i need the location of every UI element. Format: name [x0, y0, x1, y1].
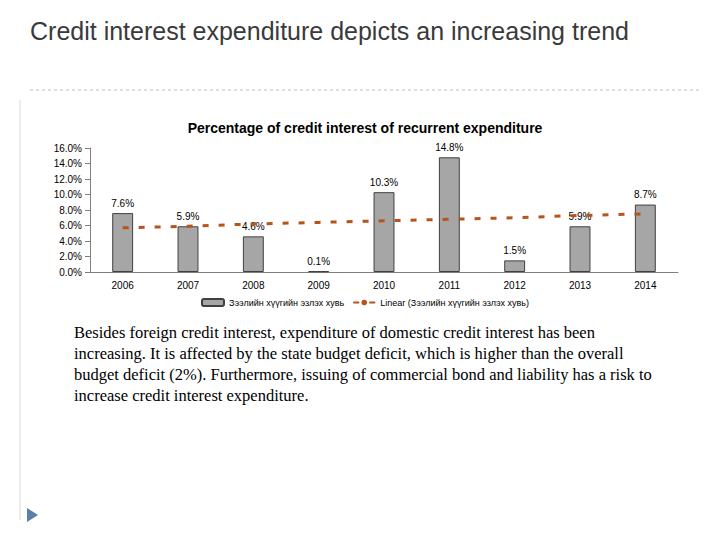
svg-text:10.3%: 10.3% — [370, 177, 398, 188]
svg-text:8.0%: 8.0% — [59, 205, 82, 216]
svg-text:0.0%: 0.0% — [59, 267, 82, 278]
svg-text:2008: 2008 — [242, 280, 265, 291]
svg-text:8.7%: 8.7% — [634, 189, 657, 200]
svg-text:4.6%: 4.6% — [241, 220, 265, 232]
svg-text:2006: 2006 — [112, 280, 135, 291]
svg-text:5.9%: 5.9% — [177, 211, 200, 222]
html-text:Besides foreign credit interes: Besides foreign credit interest, expendi… — [74, 323, 652, 405]
svg-text:2.0%: 2.0% — [59, 251, 82, 262]
svg-text:6.0%: 6.0% — [59, 220, 82, 231]
svg-text:4.0%: 4.0% — [59, 236, 82, 247]
svg-text:2010: 2010 — [373, 280, 396, 291]
svg-text:7.6%: 7.6% — [111, 198, 134, 209]
svg-text:Percentage of credit interest: Percentage of credit interest of recurre… — [188, 120, 543, 136]
svg-text:12.0%: 12.0% — [54, 174, 82, 185]
svg-text:14.0%: 14.0% — [54, 158, 82, 169]
svg-text:10.0%: 10.0% — [54, 189, 82, 200]
svg-text:2011: 2011 — [439, 280, 461, 291]
svg-text:2013: 2013 — [569, 280, 592, 291]
svg-text:2012: 2012 — [504, 280, 527, 291]
svg-text:Linear (Зээлийн хүүгийн эзлэх: Linear (Зээлийн хүүгийн эзлэх хувь) — [380, 298, 529, 308]
svg-text:2007: 2007 — [177, 280, 200, 291]
svg-text:14.8%: 14.8% — [435, 142, 463, 153]
svg-text:2009: 2009 — [308, 280, 331, 291]
svg-text:2014: 2014 — [634, 280, 657, 291]
svg-text:Зээлийн хүүгийн эзлэх хувь: Зээлийн хүүгийн эзлэх хувь — [229, 298, 345, 308]
html-text:Credit interest expenditure de: Credit interest expenditure depicts an i… — [30, 17, 629, 45]
svg-text:0.1%: 0.1% — [307, 256, 330, 267]
svg-text:16.0%: 16.0% — [54, 143, 82, 154]
svg-text:1.5%: 1.5% — [503, 245, 526, 256]
svg-text:5.9%: 5.9% — [568, 210, 592, 222]
